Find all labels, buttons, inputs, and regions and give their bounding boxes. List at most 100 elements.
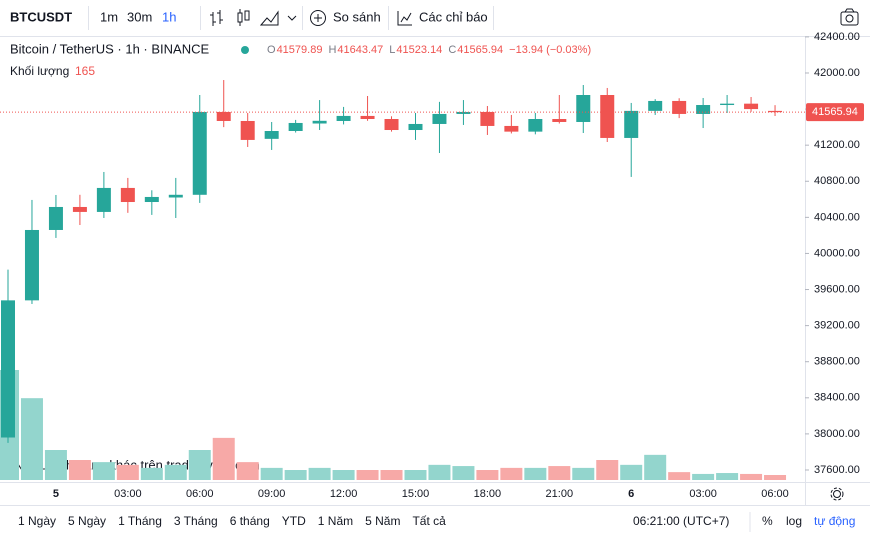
candle-body [720,103,735,106]
candle-body [192,111,207,195]
settings-icon[interactable] [830,487,844,501]
interval[interactable]: 1h [162,9,176,24]
volume-bar [404,470,427,480]
candle-body [216,111,231,121]
volume-bar [452,466,475,480]
volume-bar [764,475,787,480]
range-button[interactable]: 6 tháng [230,514,270,528]
volume-bar [380,470,403,480]
x-tick-label: 06:00 [761,488,789,500]
candle-body [240,120,255,140]
x-tick-label: 06:00 [186,488,214,500]
x-tick-label: 5 [53,488,59,500]
y-tick-label: 42400.00 [814,31,860,43]
auto-toggle[interactable]: tự động [814,514,855,528]
candle-body [528,119,543,132]
volume-bar [44,450,67,480]
x-tick-label: 6 [628,488,634,500]
volume-bar [308,467,331,480]
candle-body [624,110,639,138]
volume-bar [548,466,571,480]
volume-bar [212,437,235,480]
range-button[interactable]: 3 Tháng [174,514,218,528]
camera-icon[interactable] [840,8,859,26]
ohlc-value: 41579.89 [277,44,323,56]
y-tick-label: 42000.00 [814,67,860,79]
percent-toggle[interactable]: % [762,514,773,528]
volume-bar [740,473,763,480]
candle-body [768,110,783,113]
candle-body [384,119,399,131]
candle-body [24,229,39,301]
candle-body [504,125,519,132]
range-button[interactable]: 5 Ngày [68,514,106,528]
volume-bar [284,470,307,480]
legend-title: Bitcoin / TetherUS · 1h · BINANCE [10,41,209,56]
compare-icon[interactable] [310,10,326,26]
x-tick-label: 03:00 [689,488,717,500]
indicators-button[interactable]: Các chỉ báo [419,9,488,24]
candle-body [576,95,591,122]
compare-icon[interactable] [314,14,322,22]
log-toggle[interactable]: log [786,514,802,528]
range-button[interactable]: Tất cả [412,514,446,528]
bar-style-icons[interactable] [210,9,297,26]
y-tick-label: 40000.00 [814,247,860,259]
ohlc-key: H [328,44,336,56]
x-tick-label: 12:00 [330,488,358,500]
y-tick-label: 38800.00 [814,356,860,368]
range-button[interactable]: 1 Năm [318,514,353,528]
compare-button[interactable]: So sánh [333,9,381,24]
volume-bar [20,398,43,480]
range-button[interactable]: 1 Ngày [18,514,56,528]
candle-body [48,206,63,230]
last-price-label: 41565.94 [812,106,858,118]
volume-bar [692,473,715,480]
candle-body [96,187,111,212]
x-tick-label: 03:00 [114,488,142,500]
y-tick-label: 37600.00 [814,464,860,476]
ohlc-value: 41643.47 [337,44,383,56]
candle-body [696,105,711,114]
volume-bar [668,472,691,480]
interval[interactable]: 30m [127,9,152,24]
ohlc-value: 41523.14 [396,44,442,56]
x-tick-label: 18:00 [474,488,502,500]
volume-bar [92,462,115,480]
last-price-box [806,103,864,122]
x-tick-label: 21:00 [546,488,574,500]
candle-body [288,122,303,132]
volume-bar [332,470,355,480]
volume-bar [596,460,619,480]
symbol[interactable]: BTCUSDT [10,9,72,24]
candle-body [264,131,279,139]
interval[interactable]: 1m [100,9,118,24]
volume-bar [356,470,379,480]
candle-body [432,113,447,124]
candle-body [360,115,375,120]
candle-body [648,100,663,111]
candle-body [144,196,159,203]
indicator-icon[interactable] [397,11,412,26]
volume-bar [644,454,667,480]
range-button[interactable]: YTD [282,514,306,528]
candle-body [408,123,423,131]
ohlc-key: C [448,44,456,56]
x-tick-label: 15:00 [402,488,430,500]
volume-bar [500,467,523,480]
volume-label: Khối lượng [10,64,69,78]
candle-body [456,111,471,114]
clock: 06:21:00 (UTC+7) [633,514,729,528]
y-tick-label: 41200.00 [814,139,860,151]
volume-bar [260,467,283,480]
range-button[interactable]: 1 Tháng [118,514,162,528]
candle-body [552,119,567,122]
range-button[interactable]: 5 Năm [365,514,400,528]
candle-body [120,187,135,203]
change: −13.94 (−0.03%) [509,44,591,56]
volume-bar [428,464,451,480]
volume-bar [716,473,739,480]
